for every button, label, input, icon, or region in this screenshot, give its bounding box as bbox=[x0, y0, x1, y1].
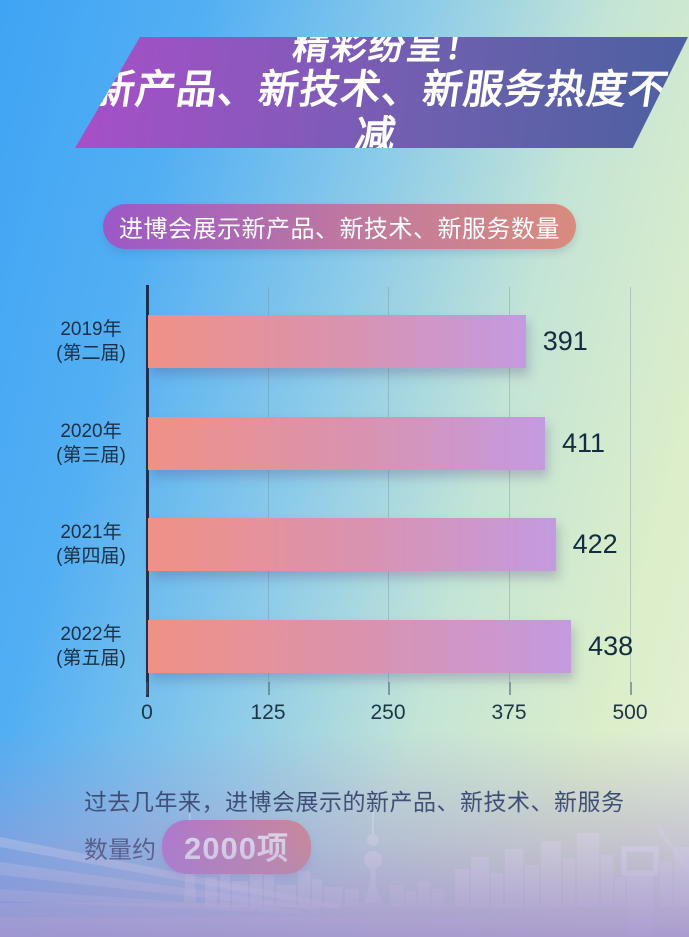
category-year: 2021年 bbox=[60, 522, 122, 543]
tick-label-0: 0 bbox=[141, 701, 153, 724]
category-label-2021: 2021年 (第四届) bbox=[36, 521, 146, 569]
bar-2019 bbox=[148, 315, 526, 368]
pearl-tower bbox=[364, 812, 382, 903]
category-session: (第五届) bbox=[56, 648, 126, 669]
footer-text-line1: 过去几年来，进博会展示的新产品、新技术、新服务 bbox=[84, 789, 625, 815]
bar-value-2022: 438 bbox=[588, 631, 634, 661]
category-year: 2020年 bbox=[60, 421, 122, 442]
tick-0 bbox=[146, 682, 148, 695]
category-session: (第四届) bbox=[56, 546, 126, 567]
tick-label-500: 500 bbox=[612, 701, 648, 724]
category-year: 2022年 bbox=[60, 624, 122, 645]
footer-text-line2: 数量约 2000项 bbox=[84, 820, 311, 874]
chart-title-pill: 进博会展示新产品、新技术、新服务数量 bbox=[103, 204, 576, 249]
category-label-2019: 2019年 (第二届) bbox=[36, 318, 146, 366]
tick-500 bbox=[630, 682, 632, 695]
category-year: 2019年 bbox=[60, 319, 122, 340]
tick-label-250: 250 bbox=[370, 701, 406, 724]
bar-value-2021: 422 bbox=[572, 529, 618, 559]
bar-value-2020: 411 bbox=[562, 428, 606, 458]
category-session: (第三届) bbox=[56, 445, 126, 466]
title-banner: 精彩纷呈！ 新产品、新技术、新服务热度不减 bbox=[75, 37, 688, 148]
bar-2020 bbox=[148, 417, 546, 470]
title-line2: 新产品、新技术、新服务热度不减 bbox=[91, 68, 672, 159]
tick-label-375: 375 bbox=[491, 701, 527, 724]
bar-value-2019: 391 bbox=[542, 326, 588, 356]
tick-label-125: 125 bbox=[250, 701, 286, 724]
tick-250 bbox=[388, 682, 390, 695]
bar-2022 bbox=[148, 620, 572, 673]
title-text: 精彩纷呈！ 新产品、新技术、新服务热度不减 bbox=[75, 37, 688, 159]
category-session: (第二届) bbox=[56, 343, 126, 364]
tick-375 bbox=[509, 682, 511, 695]
chart-title: 进博会展示新产品、新技术、新服务数量 bbox=[119, 216, 560, 243]
category-label-2022: 2022年 (第五届) bbox=[36, 623, 146, 671]
tick-125 bbox=[268, 682, 270, 695]
footer-highlight-pill: 2000项 bbox=[162, 820, 311, 874]
bar-2021 bbox=[148, 518, 556, 571]
category-label-2020: 2020年 (第三届) bbox=[36, 420, 146, 468]
footer-prefix: 数量约 bbox=[84, 836, 156, 864]
